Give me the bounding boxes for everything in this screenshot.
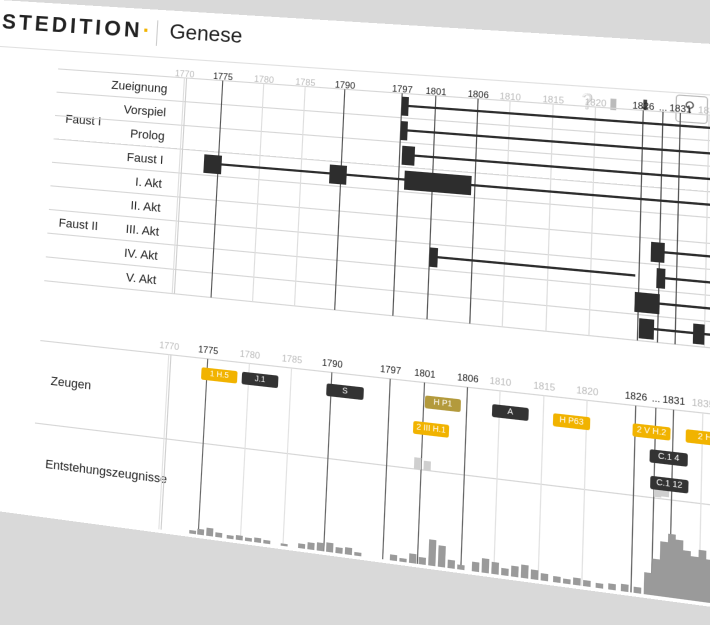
evidence-histogram-bar: [236, 535, 243, 541]
evidence-histogram-bar: [254, 537, 261, 543]
evidence-histogram-bar: [197, 529, 204, 536]
evidence-histogram-bar: [690, 556, 699, 601]
lower-year-gridline: [461, 387, 468, 569]
lower-year-gridline: [417, 383, 424, 564]
witness-histogram-bar: [423, 461, 431, 471]
evidence-histogram-bar: [482, 558, 490, 573]
evidence-histogram-bar: [345, 547, 352, 555]
evidence-histogram-bar: [682, 550, 691, 600]
evidence-histogram-bar: [335, 547, 342, 554]
lower-year-gridline: [159, 355, 169, 530]
evidence-histogram-bar: [326, 542, 333, 552]
evidence-histogram-bar: [521, 564, 529, 578]
evidence-histogram-bar: [644, 572, 652, 595]
evidence-histogram-bar: [263, 540, 270, 544]
evidence-histogram-bar: [390, 554, 397, 561]
evidence-histogram-bar: [674, 540, 683, 600]
evidence-histogram-bar: [399, 558, 406, 563]
evidence-histogram-bar: [307, 542, 314, 550]
lower-year-gridline: [240, 363, 249, 540]
evidence-histogram-bar: [206, 528, 213, 537]
evidence-histogram-bar: [573, 577, 581, 585]
lower-mid-gridline: [35, 423, 710, 509]
evidence-histogram-bar: [659, 541, 668, 597]
lower-year-gridline: [283, 368, 292, 546]
lower-year-gridline: [198, 359, 207, 535]
evidence-histogram-bar: [245, 537, 252, 541]
evidence-histogram-bar: [419, 557, 426, 565]
evidence-histogram-bar: [298, 543, 305, 549]
lower-year-gridline: [538, 396, 544, 580]
evidence-histogram-bar: [583, 580, 591, 587]
evidence-histogram-bar: [438, 545, 446, 567]
evidence-histogram-bar: [281, 543, 288, 546]
evidence-histogram-bar: [531, 569, 539, 580]
evidence-histogram-bar: [541, 573, 549, 581]
evidence-histogram-bar: [633, 587, 641, 594]
evidence-histogram-bar: [189, 530, 196, 534]
evidence-histogram-bar: [215, 532, 222, 538]
witness-histogram-bar: [414, 457, 422, 470]
evidence-histogram-bar: [651, 559, 660, 597]
evidence-histogram-bar: [563, 578, 571, 584]
lower-year-gridline: [324, 372, 332, 551]
evidence-histogram-bar: [667, 534, 676, 599]
lower-year-gridline: [494, 391, 500, 574]
evidence-histogram-bar: [409, 553, 417, 563]
evidence-histogram-bar: [698, 550, 707, 603]
evidence-histogram-bar: [608, 583, 616, 590]
evidence-histogram-bar: [227, 535, 234, 539]
evidence-histogram-bar: [596, 583, 604, 589]
evidence-histogram-bar: [317, 542, 324, 551]
lower-top-gridline: [40, 341, 710, 418]
evidence-histogram-bar: [472, 562, 480, 573]
lower-axis-line: [161, 355, 171, 530]
evidence-histogram-bar: [501, 568, 509, 576]
evidence-histogram-bar: [428, 539, 436, 566]
evidence-histogram-bar: [447, 560, 455, 569]
evidence-histogram-bar: [457, 564, 464, 570]
evidence-histogram-bar: [553, 576, 561, 583]
lower-year-gridline: [383, 379, 391, 559]
evidence-histogram-bar: [354, 552, 361, 556]
evidence-histogram-bar: [621, 584, 629, 592]
evidence-histogram-bar: [511, 566, 519, 578]
evidence-histogram-bar: [491, 562, 499, 575]
